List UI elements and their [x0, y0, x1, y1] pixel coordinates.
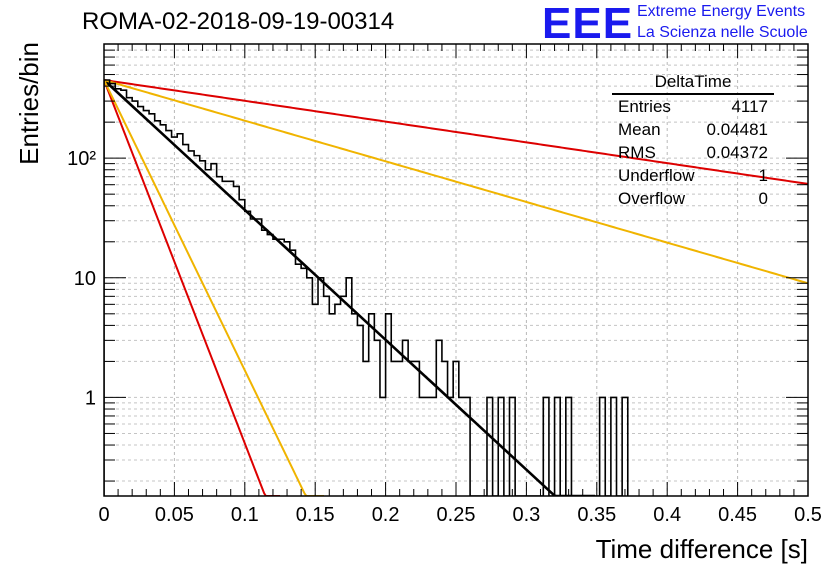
- logo-line-1: Extreme Energy Events: [637, 3, 806, 20]
- fit-curve-4: [104, 79, 808, 285]
- stats-label: Mean: [618, 120, 661, 139]
- eee-logo-icon: EEE: [542, 0, 634, 48]
- y-axis-title: Entries/bin: [14, 42, 44, 165]
- fit-curve-3: [104, 79, 808, 185]
- stats-value: 0.04372: [706, 143, 768, 162]
- stats-row-mean: Mean 0.04481: [612, 118, 774, 141]
- fit-curve-0: [104, 79, 596, 496]
- stats-value: 4117: [731, 97, 768, 116]
- x-tick-label: 0.5: [794, 504, 822, 526]
- x-tick-label: 0.15: [296, 504, 335, 526]
- x-tick-label: 0.1: [231, 504, 259, 526]
- x-axis-title: Time difference [s]: [596, 534, 808, 564]
- stats-row-entries: Entries 4117: [612, 95, 774, 118]
- chart-title: ROMA-02-2018-09-19-00314: [82, 8, 395, 35]
- logo-line-2: La Scienza nelle Scuole: [637, 24, 808, 41]
- stats-row-rms: RMS 0.04372: [612, 141, 774, 164]
- x-tick-label: 0.25: [437, 504, 476, 526]
- y-tick-label: 10²: [67, 148, 96, 170]
- fit-curve-1: [104, 79, 280, 496]
- x-tick-label: 0.05: [155, 504, 194, 526]
- x-tick-label: 0.35: [577, 504, 616, 526]
- stats-title: DeltaTime: [612, 72, 774, 95]
- stats-label: Entries: [618, 97, 671, 116]
- x-tick-label: 0: [98, 504, 109, 526]
- histogram-outline: [104, 79, 629, 496]
- x-tick-label: 0.45: [718, 504, 757, 526]
- stats-box: DeltaTime Entries 4117 Mean 0.04481 RMS …: [612, 72, 774, 210]
- stats-label: Underflow: [618, 166, 695, 185]
- fit-curve-2: [104, 79, 324, 496]
- stats-row-underflow: Underflow 1: [612, 164, 774, 187]
- stats-label: RMS: [618, 143, 656, 162]
- y-tick-label: 1: [85, 387, 96, 409]
- stats-value: 0.04481: [706, 120, 768, 139]
- stats-label: Overflow: [618, 189, 686, 208]
- x-tick-label: 0.3: [512, 504, 540, 526]
- x-tick-label: 0.2: [372, 504, 400, 526]
- stats-value: 0: [758, 189, 768, 208]
- stats-row-overflow: Overflow 0: [612, 187, 774, 210]
- y-tick-label: 10: [74, 268, 96, 290]
- x-tick-label: 0.4: [653, 504, 681, 526]
- stats-value: 1: [758, 166, 768, 185]
